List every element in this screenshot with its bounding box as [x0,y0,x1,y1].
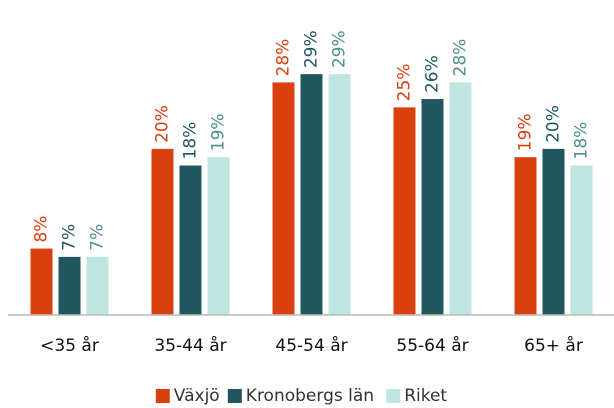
value-label: 18% [181,122,201,160]
legend-swatch [386,389,401,403]
value-label: 25% [395,64,415,102]
bar [30,248,53,315]
bar [449,82,472,315]
bar [514,157,537,315]
value-label: 18% [572,122,592,160]
bar [393,107,416,315]
x-tick-label: 55-64 år [396,335,468,356]
bar [58,256,81,315]
x-tick-label: 65+ år [524,335,583,356]
legend-label: Riket [404,386,447,406]
x-tick-label: <35 år [40,335,99,356]
legend-swatch [227,389,242,403]
value-label: 8% [32,216,52,243]
bar [570,165,593,315]
value-label: 28% [274,39,294,77]
bar [300,74,323,315]
value-label: 28% [451,39,471,77]
bar [151,148,174,315]
x-tick-label: 45-54 år [275,335,347,356]
bar [86,256,109,315]
bar [179,165,202,315]
value-label: 20% [153,105,173,143]
legend-swatch [155,389,170,403]
value-label: 7% [60,224,80,251]
x-tick-label: 35-44 år [154,335,226,356]
value-label: 26% [423,55,443,93]
value-label: 7% [88,224,108,251]
bar [421,99,444,315]
value-label: 19% [516,113,536,151]
bar [272,82,295,315]
value-label: 29% [330,30,350,68]
value-label: 29% [302,30,322,68]
bar [207,157,230,315]
legend-label: Kronobergs län [246,386,374,406]
legend-label: Växjö [174,386,220,406]
value-label: 20% [544,105,564,143]
bar [542,148,565,315]
value-label: 19% [209,113,229,151]
bar [328,74,351,315]
